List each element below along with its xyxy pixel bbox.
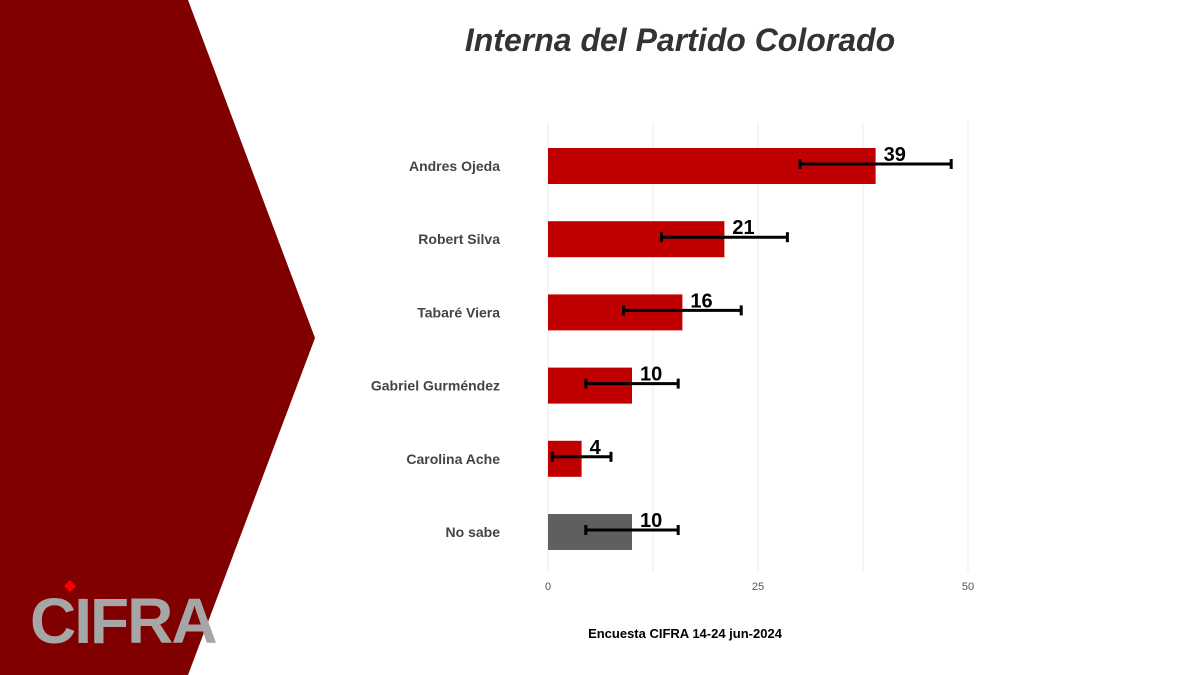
- bar: [548, 294, 683, 331]
- error-bar: [659, 232, 789, 243]
- logo-accent-diamond: [64, 580, 76, 592]
- value-label: 39: [884, 144, 906, 166]
- x-tick-label: 50: [962, 581, 974, 593]
- category-label: No sabe: [446, 524, 501, 540]
- red-chevron-shape: [0, 0, 315, 675]
- side-panel: CIFRA: [0, 0, 315, 675]
- grid-layer: [547, 122, 969, 572]
- label-layer: Andres Ojeda 39 Robert Silva 21 Tabaré Viera…: [371, 144, 906, 540]
- bar: [548, 514, 632, 550]
- value-label: 10: [640, 510, 662, 532]
- error-bar: [584, 378, 680, 389]
- bar: [548, 221, 725, 258]
- source-footnote: Encuesta CIFRA 14-24 jun-2024: [588, 626, 782, 641]
- value-label: 10: [640, 364, 662, 386]
- category-label: Gabriel Gurméndez: [371, 378, 500, 394]
- category-label: Robert Silva: [418, 231, 500, 247]
- value-label: 16: [690, 290, 712, 312]
- category-label: Tabaré Viera: [417, 304, 500, 320]
- x-tick-label: 25: [752, 581, 764, 593]
- value-label: 21: [732, 217, 754, 239]
- logo-text: CIFRA: [30, 585, 216, 657]
- bar: [548, 367, 632, 404]
- error-bar: [550, 451, 613, 462]
- error-bar: [798, 159, 953, 169]
- category-label: Andres Ojeda: [409, 158, 500, 174]
- error-bar: [622, 305, 743, 316]
- bar-layer: [548, 148, 953, 550]
- chart-title: Interna del Partido Colorado: [464, 22, 896, 58]
- bar: [548, 148, 876, 184]
- category-label: Carolina Ache: [406, 451, 500, 467]
- cifra-logo: CIFRA: [30, 580, 218, 657]
- x-axis: 0 25 50: [545, 581, 974, 593]
- x-tick-label: 0: [545, 581, 551, 593]
- value-label: 4: [590, 437, 602, 459]
- error-bar: [584, 525, 680, 535]
